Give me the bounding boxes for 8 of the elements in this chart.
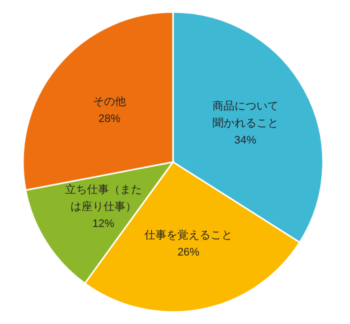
slice-label: その他 — [92, 96, 126, 108]
data-label: 26% — [177, 246, 200, 259]
data-label: 34% — [234, 134, 257, 146]
slice-label: 立ち仕事（または座り仕事） — [64, 183, 142, 214]
data-label: 12% — [92, 218, 115, 230]
slice-label: 仕事を覚えること — [144, 228, 232, 242]
slice-label: 商品について聞かれること — [212, 99, 278, 130]
data-label: 28% — [98, 112, 121, 125]
